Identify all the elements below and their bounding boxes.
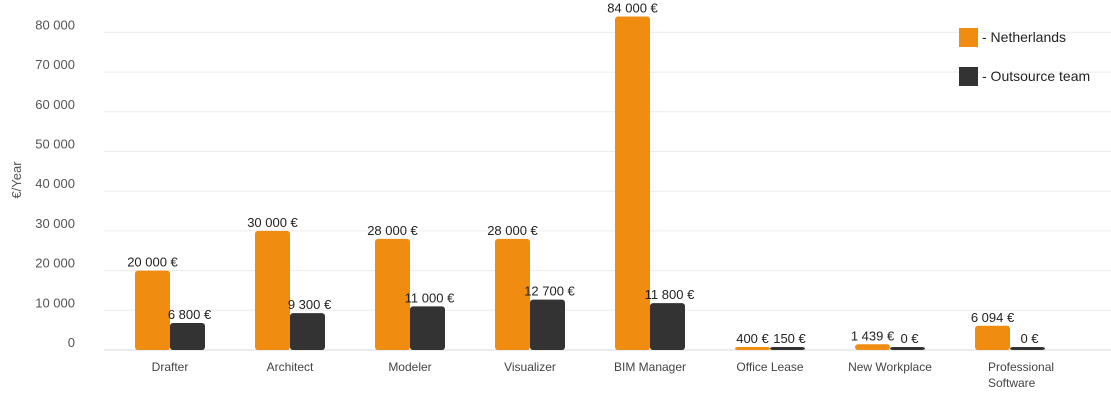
bar-netherlands (855, 344, 890, 350)
data-label: 0 € (900, 331, 919, 346)
data-label: 11 800 € (645, 287, 695, 302)
legend-swatch-netherlands (959, 28, 978, 47)
bar-outsource-team (890, 347, 925, 350)
data-label: 6 094 € (971, 310, 1015, 325)
y-tick-label: 0 (68, 335, 75, 350)
y-tick-label: 20 000 (35, 256, 75, 271)
data-label: 1 439 € (851, 328, 895, 343)
data-label: 12 700 € (524, 284, 575, 299)
y-tick-label: 10 000 (35, 295, 75, 310)
category-label: Visualizer (504, 360, 556, 374)
y-tick-label: 80 000 (35, 17, 75, 32)
bar-outsource-team (1010, 347, 1045, 350)
data-label: 11 000 € (405, 290, 455, 305)
y-axis-ticks: 0 10 000 20 000 30 000 40 000 50 000 60 000 70 … (35, 17, 75, 350)
data-label: 84 000 € (607, 1, 658, 16)
bar-outsource-team (170, 323, 205, 350)
legend-label-outsource-team: - Outsource team (982, 68, 1090, 84)
bar-netherlands (135, 270, 170, 350)
bars (135, 16, 1045, 350)
data-label: 0 € (1020, 331, 1039, 346)
data-label: 9 300 € (288, 297, 332, 312)
data-labels: 20 000 € 30 000 € 28 000 € 28 000 € 84 000 €… (127, 1, 1039, 347)
data-label: 400 € (736, 331, 769, 346)
legend: - Netherlands - Outsource team (959, 28, 1090, 86)
legend-swatch-outsource-team (959, 67, 978, 86)
data-label: 20 000 € (127, 255, 178, 270)
bar-netherlands (735, 347, 770, 350)
bar-outsource-team (290, 313, 325, 350)
y-tick-label: 60 000 (35, 97, 75, 112)
y-axis-label: €/Year (9, 161, 24, 199)
bar-outsource-team (410, 306, 445, 350)
data-label: 28 000 € (487, 223, 538, 238)
y-tick-label: 50 000 (35, 136, 75, 151)
y-tick-label: 30 000 (35, 216, 75, 231)
bar-netherlands (975, 325, 1010, 350)
y-tick-label: 40 000 (35, 176, 75, 191)
category-label: Architect (267, 360, 314, 374)
data-label: 28 000 € (367, 223, 418, 238)
data-label: 150 € (773, 331, 806, 346)
bar-netherlands (615, 16, 650, 350)
legend-label-netherlands: - Netherlands (982, 29, 1066, 45)
bar-outsource-team (530, 299, 565, 350)
y-tick-label: 70 000 (35, 57, 75, 72)
category-label: New Workplace (848, 360, 932, 374)
bar-netherlands (255, 230, 290, 350)
data-label: 6 800 € (168, 307, 212, 322)
data-label: 30 000 € (247, 215, 298, 230)
category-label: Office Lease (736, 360, 803, 374)
category-label: Modeler (388, 360, 431, 374)
category-label: BIM Manager (614, 360, 686, 374)
category-label: Professional Software (988, 360, 1054, 390)
bar-outsource-team (650, 303, 685, 350)
x-axis-categories: Drafter Architect Modeler Visualizer BIM Man… (152, 360, 1054, 390)
bar-netherlands (375, 238, 410, 350)
bar-outsource-team (770, 347, 805, 350)
bar-netherlands (495, 238, 530, 350)
category-label: Drafter (152, 360, 189, 374)
